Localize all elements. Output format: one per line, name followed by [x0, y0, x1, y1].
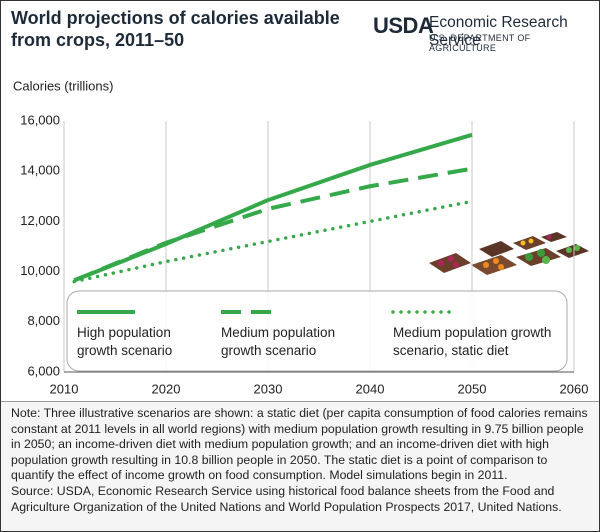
note: Note: Three illustrative scenarios are s… [11, 406, 588, 483]
legend-label: Medium population growth scenario, stati… [393, 325, 552, 358]
x-tick-label: 2060 [560, 381, 589, 396]
source: Source: USDA, Economic Research Service … [11, 483, 562, 514]
y-tick-label: 12,000 [20, 213, 60, 228]
y-tick-label: 6,000 [27, 363, 60, 378]
x-tick-label: 2030 [254, 381, 283, 396]
chart-title: World projections of calories available … [11, 8, 340, 50]
y-tick-label: 16,000 [20, 112, 60, 127]
y-tick-label: 8,000 [27, 313, 60, 328]
series-line [73, 166, 473, 283]
logo-department: U.S. DEPARTMENT OF AGRICULTURE [429, 33, 531, 53]
chart: Calories (trillions) 2010 2020 2030 2040 205… [13, 78, 589, 396]
x-tick-label: 2010 [50, 381, 79, 396]
logo-mark: USDA [373, 13, 434, 38]
notes: Note: Three illustrative scenarios are s… [1, 401, 599, 531]
y-axis-label: Calories (trillions) [13, 78, 113, 93]
crop-illustration [429, 232, 589, 275]
logo-agency: Economic Research Service [429, 14, 568, 49]
legend-label: Medium population growth scenario [221, 325, 336, 358]
series-line [72, 199, 474, 284]
x-tick-label: 2040 [356, 381, 385, 396]
y-tick-label: 10,000 [20, 263, 60, 278]
x-tick-label: 2050 [458, 381, 487, 396]
x-tick-label: 2020 [152, 381, 181, 396]
y-tick-label: 14,000 [20, 163, 60, 178]
legend-label: High population growth scenario [77, 325, 173, 358]
